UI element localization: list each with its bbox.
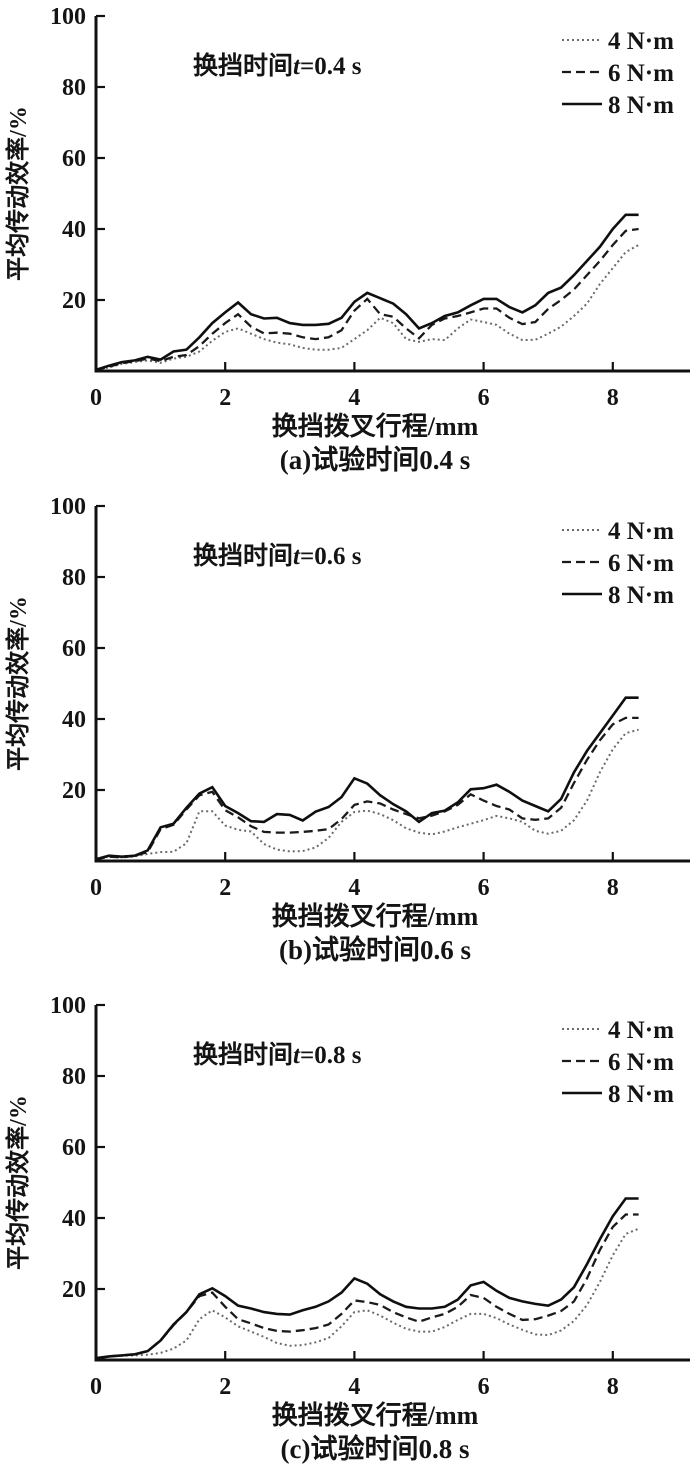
annotation-prefix: 换挡时间 — [193, 542, 293, 570]
series-line-6nm — [95, 716, 639, 861]
x-tick-label: 6 — [478, 1374, 490, 1400]
series-line-8nm — [95, 213, 639, 372]
chart-a-canvas: 0 2 4 6 8 20 40 60 80 100 平均传动效率/% 换挡拨叉行程/mm(a)试验时间… — [4, 4, 690, 475]
x-axis-title: 换挡拨叉行程/mm — [272, 1400, 479, 1430]
x-tick-label: 8 — [607, 875, 619, 901]
x-tick-label: 8 — [607, 385, 619, 411]
chart-c-canvas: 0 2 4 6 8 20 40 60 80 100 平均传动效率/% 换挡拨叉行程/mm(c)试验时间… — [4, 993, 690, 1464]
x-axis-title: 换挡拨叉行程/mm — [272, 411, 479, 441]
panel-caption: (c)试验时间0.8 s — [281, 1433, 470, 1464]
x-tick-label: 0 — [90, 385, 102, 411]
y-tick-label: 20 — [62, 778, 86, 804]
x-tick-label: 0 — [90, 1374, 102, 1400]
x-tick-label: 6 — [478, 875, 490, 901]
y-axis-title: 平均传动效率/% — [4, 1095, 32, 1270]
x-tick-label: 4 — [348, 1374, 360, 1400]
series-line-6nm — [95, 1213, 639, 1360]
x-tick-label: 4 — [348, 385, 360, 411]
shift-time-annotation: 换挡时间t=0.6 s — [193, 542, 362, 570]
legend-label-8nm: 8 N·m — [608, 1081, 674, 1108]
y-tick-label: 100 — [50, 4, 86, 30]
chart-b-canvas: 0 2 4 6 8 20 40 60 80 100 平均传动效率/% 换挡拨叉行程/mm(b)试验时间… — [4, 494, 690, 965]
shift-time-annotation: 换挡时间t=0.8 s — [193, 1041, 362, 1069]
series-line-4nm — [95, 728, 639, 861]
panel-caption: (a)试验时间0.4 s — [280, 444, 471, 475]
x-tick-label: 8 — [607, 1374, 619, 1400]
chart-panel-b: 0 2 4 6 8 20 40 60 80 100 平均传动效率/% 换挡拨叉行程/mm (b)试验时间… — [0, 490, 700, 980]
y-tick-label: 60 — [62, 636, 86, 662]
annotation-variable: t — [293, 543, 301, 570]
annotation-variable: t — [293, 53, 301, 80]
y-tick-label: 80 — [62, 565, 86, 591]
series-line-8nm — [95, 1197, 639, 1360]
y-tick-label: 80 — [62, 75, 86, 101]
series-line-4nm — [95, 1227, 639, 1360]
legend-label-8nm: 8 N·m — [608, 92, 674, 119]
legend-label-8nm: 8 N·m — [608, 582, 674, 609]
chart-panel-c: 0 2 4 6 8 20 40 60 80 100 平均传动效率/% 换挡拨叉行程/mm (c)试验时间… — [0, 980, 700, 1478]
y-tick-label: 100 — [50, 494, 86, 520]
annotation-prefix: 换挡时间 — [193, 52, 293, 80]
annotation-suffix: =0.6 s — [300, 543, 362, 570]
x-tick-label: 2 — [219, 1374, 231, 1400]
x-tick-label: 4 — [348, 875, 360, 901]
axes-lines — [94, 16, 690, 373]
legend-label-6nm: 6 N·m — [608, 1049, 674, 1076]
shift-time-annotation: 换挡时间t=0.4 s — [193, 52, 362, 80]
x-tick-label: 0 — [90, 875, 102, 901]
x-axis-title: 换挡拨叉行程/mm — [272, 901, 479, 931]
legend-label-4nm: 4 N·m — [608, 1017, 674, 1044]
y-tick-label: 80 — [62, 1064, 86, 1090]
y-axis-title: 平均传动效率/% — [4, 106, 32, 281]
x-tick-label: 2 — [219, 385, 231, 411]
series-line-8nm — [95, 696, 639, 861]
y-tick-label: 40 — [62, 1206, 86, 1232]
legend-label-6nm: 6 N·m — [608, 550, 674, 577]
y-tick-label: 60 — [62, 1135, 86, 1161]
y-axis-title: 平均传动效率/% — [4, 596, 32, 771]
x-tick-label: 6 — [478, 385, 490, 411]
y-tick-label: 20 — [62, 288, 86, 314]
legend-label-6nm: 6 N·m — [608, 60, 674, 87]
axes-lines — [94, 1005, 690, 1362]
series-line-6nm — [95, 227, 639, 372]
annotation-suffix: =0.8 s — [300, 1042, 362, 1069]
annotation-suffix: =0.4 s — [300, 53, 362, 80]
panel-caption: (b)试验时间0.6 s — [279, 934, 471, 965]
annotation-variable: t — [293, 1042, 301, 1069]
y-tick-label: 100 — [50, 993, 86, 1019]
series-line-4nm — [95, 244, 640, 371]
legend-label-4nm: 4 N·m — [608, 28, 674, 55]
y-tick-label: 40 — [62, 707, 86, 733]
legend-label-4nm: 4 N·m — [608, 518, 674, 545]
y-tick-label: 20 — [62, 1277, 86, 1303]
chart-panel-a: 0 2 4 6 8 20 40 60 80 100 平均传动效率/% 换挡拨叉行程/mm (a)试验时间… — [0, 0, 700, 490]
x-tick-label: 2 — [219, 875, 231, 901]
annotation-prefix: 换挡时间 — [193, 1041, 293, 1069]
y-tick-label: 40 — [62, 217, 86, 243]
y-tick-label: 60 — [62, 146, 86, 172]
